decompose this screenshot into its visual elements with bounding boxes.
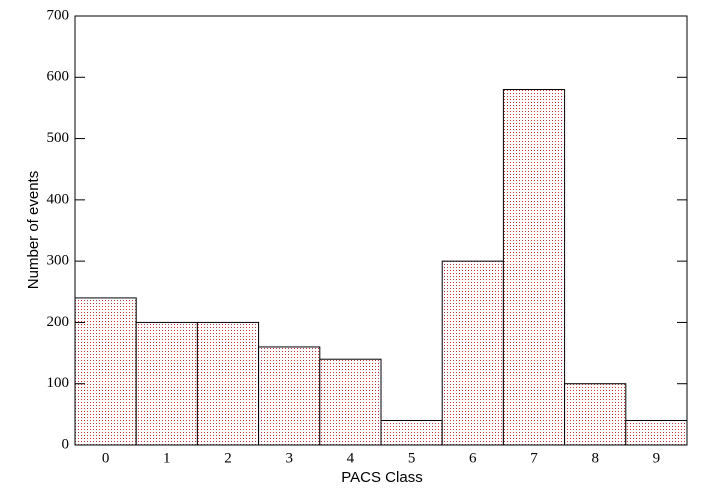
- bar: [502, 89, 566, 446]
- x-tick-label: 8: [591, 450, 599, 466]
- x-tick-label: 4: [347, 450, 355, 466]
- plot-frame: [74, 15, 688, 446]
- y-axis-label: Number of events: [25, 171, 42, 289]
- bar: [441, 260, 504, 446]
- y-tick-label: 300: [47, 253, 70, 269]
- x-tick-label: 2: [224, 450, 232, 466]
- bar: [135, 321, 198, 446]
- x-tick-label: 5: [408, 450, 416, 466]
- y-tick-label: 600: [47, 69, 70, 85]
- bar: [258, 346, 321, 446]
- x-tick-label: 1: [163, 450, 171, 466]
- x-tick-label: 6: [469, 450, 477, 466]
- bar: [564, 383, 627, 446]
- y-tick-label: 200: [47, 314, 70, 330]
- x-tick-label: 0: [102, 450, 110, 466]
- x-tick-label: 3: [285, 450, 293, 466]
- bar: [74, 297, 137, 446]
- x-tick-label: 7: [530, 450, 538, 466]
- bar: [625, 419, 688, 446]
- y-tick-label: 500: [47, 130, 70, 146]
- bar: [196, 321, 260, 446]
- x-axis-label: PACS Class: [341, 469, 422, 486]
- y-tick-label: 100: [47, 375, 70, 391]
- y-tick-label: 0: [62, 436, 70, 452]
- bar: [380, 419, 443, 446]
- x-tick-label: 9: [653, 450, 661, 466]
- y-tick-label: 400: [47, 191, 70, 207]
- y-tick-label: 700: [47, 7, 70, 23]
- bar: [319, 358, 382, 446]
